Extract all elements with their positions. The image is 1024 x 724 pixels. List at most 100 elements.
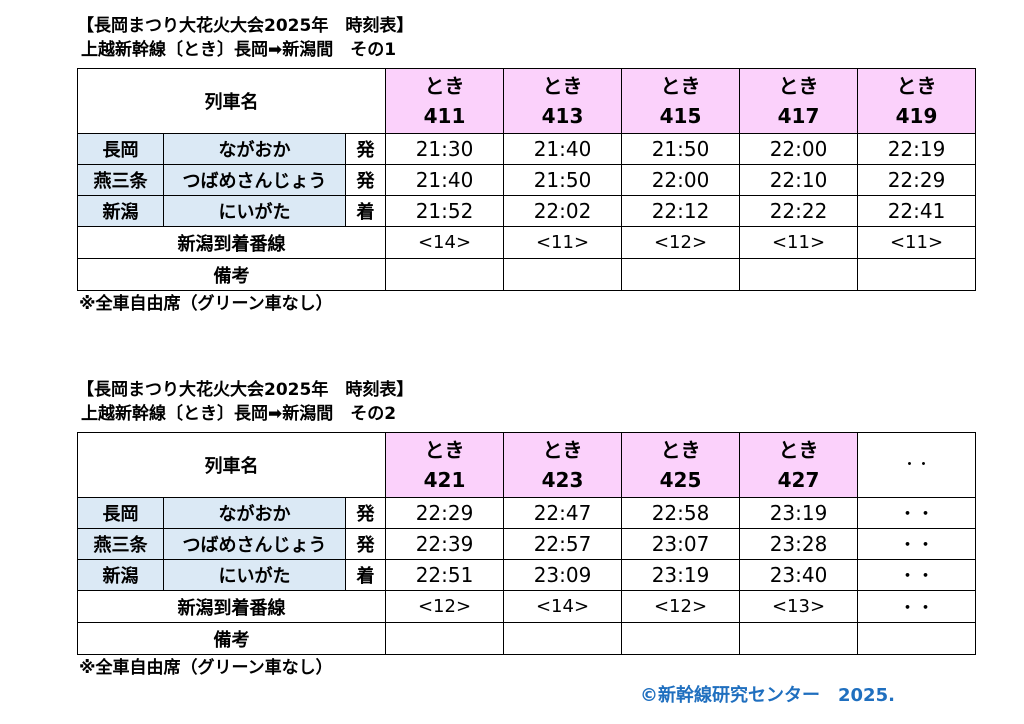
section-title: 【長岡まつり大花火大会2025年 時刻表】 xyxy=(77,380,414,400)
time-cell: 22:19 xyxy=(857,133,977,165)
station-kanji: 燕三条 xyxy=(77,164,164,196)
train-header: とき 427 xyxy=(739,432,859,498)
train-header-placeholder: ・・ xyxy=(857,432,977,498)
station-kana: つばめさんじょう xyxy=(163,164,346,196)
train-name: とき xyxy=(424,438,465,462)
station-kana: つばめさんじょう xyxy=(163,528,346,560)
train-number: 411 xyxy=(423,104,466,128)
time-cell: 22:00 xyxy=(739,133,859,165)
platform-cell-placeholder: ・・ xyxy=(857,590,977,623)
time-cell-placeholder: ・・ xyxy=(857,528,977,560)
platform-cell: <11> xyxy=(857,226,977,259)
section-subtitle: 上越新幹線〔とき〕長岡➡新潟間 その2 xyxy=(81,404,397,424)
remarks-cell xyxy=(503,258,623,291)
time-cell: 23:07 xyxy=(621,528,741,560)
train-number: 417 xyxy=(777,104,820,128)
train-number: 419 xyxy=(895,104,938,128)
train-name: とき xyxy=(542,438,583,462)
train-name-label: 列車名 xyxy=(76,432,387,498)
station-kanji: 長岡 xyxy=(77,133,164,165)
train-header: とき 419 xyxy=(857,68,977,134)
platform-cell: <14> xyxy=(385,226,505,259)
platform-cell: <11> xyxy=(739,226,859,259)
arrival-marker: 着 xyxy=(344,559,387,591)
station-kanji: 新潟 xyxy=(77,559,164,591)
train-header: とき 421 xyxy=(385,432,505,498)
time-cell: 21:50 xyxy=(621,133,741,165)
time-cell: 22:57 xyxy=(503,528,623,560)
train-name: とき xyxy=(660,438,701,462)
station-kanji: 新潟 xyxy=(77,195,164,227)
time-cell: 22:47 xyxy=(503,497,623,529)
train-number: 415 xyxy=(659,104,702,128)
platform-row: 新潟到着番線 <14> <11> <12> <11> <11> xyxy=(76,226,977,259)
remarks-label: 備考 xyxy=(76,258,387,291)
timetable: 列車名 とき 421 とき 423 とき 425 とき 427 ・・ 長岡 ながおか 発… xyxy=(76,432,977,655)
time-cell: 22:29 xyxy=(857,164,977,196)
remarks-cell xyxy=(385,622,505,655)
time-cell: 21:40 xyxy=(385,164,505,196)
platform-label: 新潟到着番線 xyxy=(76,590,387,623)
time-cell: 22:39 xyxy=(385,528,505,560)
remarks-row: 備考 xyxy=(76,622,977,655)
section-title: 【長岡まつり大花火大会2025年 時刻表】 xyxy=(77,16,414,36)
seat-note: ※全車自由席（グリーン車なし） xyxy=(79,658,333,678)
time-cell: 22:51 xyxy=(385,559,505,591)
time-cell: 21:52 xyxy=(385,195,505,227)
platform-cell: <11> xyxy=(503,226,623,259)
platform-cell: <13> xyxy=(739,590,859,623)
station-kana: ながおか xyxy=(163,497,346,529)
departure-marker: 発 xyxy=(344,133,387,165)
train-header-row: 列車名 とき 411 とき 413 とき 415 とき 417 とき 419 xyxy=(76,68,977,134)
departure-marker: 発 xyxy=(344,497,387,529)
time-cell: 22:58 xyxy=(621,497,741,529)
remarks-cell xyxy=(503,622,623,655)
time-cell-placeholder: ・・ xyxy=(857,559,977,591)
remarks-row: 備考 xyxy=(76,258,977,291)
time-cell: 21:40 xyxy=(503,133,623,165)
train-number: 421 xyxy=(423,468,466,492)
remarks-cell xyxy=(621,622,741,655)
timetable-section-2: 【長岡まつり大花火大会2025年 時刻表】 上越新幹線〔とき〕長岡➡新潟間 その… xyxy=(76,378,977,681)
time-cell: 22:22 xyxy=(739,195,859,227)
platform-cell: <12> xyxy=(621,226,741,259)
departure-marker: 発 xyxy=(344,164,387,196)
station-row-tsubamesanjo: 燕三条 つばめさんじょう 発 21:40 21:50 22:00 22:10 2… xyxy=(77,164,977,196)
train-number: 423 xyxy=(541,468,584,492)
train-header: とき 415 xyxy=(621,68,741,134)
time-cell: 22:02 xyxy=(503,195,623,227)
remarks-cell xyxy=(857,258,977,291)
remarks-cell xyxy=(385,258,505,291)
time-cell: 23:09 xyxy=(503,559,623,591)
station-row-tsubamesanjo: 燕三条 つばめさんじょう 発 22:39 22:57 23:07 23:28 ・… xyxy=(77,528,977,560)
remarks-cell xyxy=(857,622,977,655)
time-cell: 22:10 xyxy=(739,164,859,196)
train-header: とき 425 xyxy=(621,432,741,498)
copyright-credit: ©新幹線研究センター 2025. xyxy=(640,685,895,706)
station-kana: にいがた xyxy=(163,559,346,591)
station-kana: にいがた xyxy=(163,195,346,227)
time-cell: 22:12 xyxy=(621,195,741,227)
train-name: とき xyxy=(778,74,819,98)
train-name: とき xyxy=(424,74,465,98)
station-row-nagaoka: 長岡 ながおか 発 22:29 22:47 22:58 23:19 ・・ xyxy=(77,497,977,529)
station-row-niigata: 新潟 にいがた 着 21:52 22:02 22:12 22:22 22:41 xyxy=(77,195,977,227)
train-name: とき xyxy=(660,74,701,98)
time-cell: 22:00 xyxy=(621,164,741,196)
departure-marker: 発 xyxy=(344,528,387,560)
time-cell: 23:28 xyxy=(739,528,859,560)
train-number: 425 xyxy=(659,468,702,492)
time-cell: 23:40 xyxy=(739,559,859,591)
remarks-cell xyxy=(739,258,859,291)
train-header: とき 411 xyxy=(385,68,505,134)
section-subtitle: 上越新幹線〔とき〕長岡➡新潟間 その1 xyxy=(81,40,397,60)
seat-note: ※全車自由席（グリーン車なし） xyxy=(79,294,333,314)
train-number: 413 xyxy=(541,104,584,128)
station-row-nagaoka: 長岡 ながおか 発 21:30 21:40 21:50 22:00 22:19 xyxy=(77,133,977,165)
platform-label: 新潟到着番線 xyxy=(76,226,387,259)
train-header: とき 417 xyxy=(739,68,859,134)
train-name: とき xyxy=(896,74,937,98)
remarks-cell xyxy=(739,622,859,655)
time-cell: 23:19 xyxy=(621,559,741,591)
platform-cell: <12> xyxy=(621,590,741,623)
